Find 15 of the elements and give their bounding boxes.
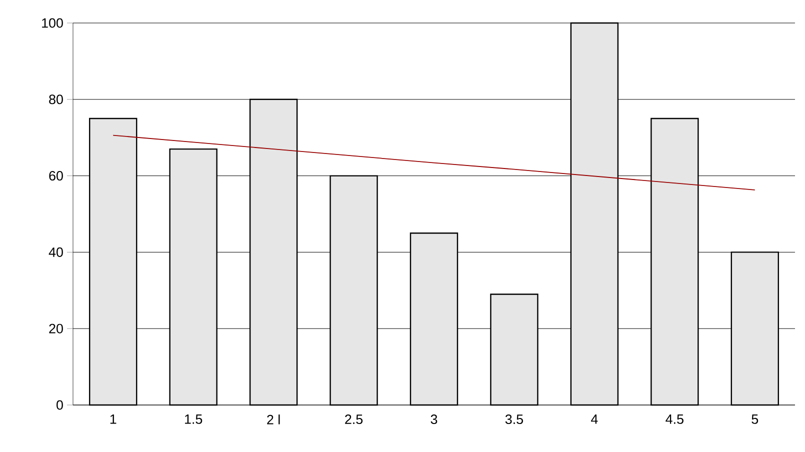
y-tick-label: 80 [49, 94, 63, 104]
y-tick-label: 0 [56, 400, 63, 410]
x-tick-label: 5 [752, 414, 758, 424]
x-tick-label: 4.5 [666, 414, 684, 424]
x-tick-label: 3 [430, 414, 438, 424]
x-tick-label: 1.5 [185, 414, 202, 424]
y-tick-label: 20 [49, 324, 63, 334]
y-tick-label: 40 [48, 247, 63, 257]
y-tick-label: 60 [49, 171, 63, 181]
y-tick-label: 100 [42, 18, 63, 28]
x-tick-label: 2.5 [345, 414, 363, 424]
x-tick-label: 2 l [267, 414, 280, 424]
x-tick-label: 1 [110, 414, 116, 424]
x-tick-label: 3.5 [505, 414, 524, 424]
x-tick-label: 4 [591, 414, 598, 424]
